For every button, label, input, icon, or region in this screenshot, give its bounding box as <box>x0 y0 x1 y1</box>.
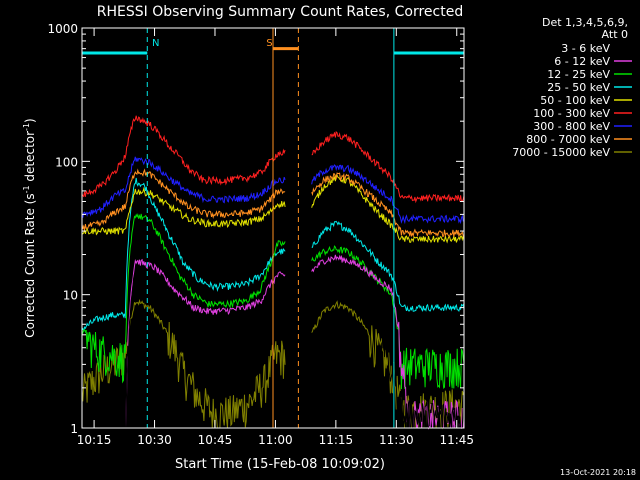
legend-entry-label: 800 - 7000 keV <box>526 133 610 146</box>
x-tick-label: 11:15 <box>319 433 354 447</box>
plot-frame <box>81 27 465 429</box>
legend-entry-label: 3 - 6 keV <box>561 42 610 55</box>
x-tick-label: 11:00 <box>258 433 293 447</box>
y-tick-label: 100 <box>55 155 78 169</box>
legend-entry-label: 25 - 50 keV <box>547 81 610 94</box>
timestamp-footer: 13-Oct-2021 20:18 <box>560 468 636 477</box>
legend-subheader: Att 0 <box>602 28 628 41</box>
series-line <box>81 168 465 238</box>
x-tick-label: 11:30 <box>379 433 414 447</box>
legend-entry-label: 50 - 100 keV <box>540 94 610 107</box>
legend-entry-label: 100 - 300 keV <box>533 107 610 120</box>
x-tick-label: 10:15 <box>77 433 112 447</box>
x-tick-label: 10:45 <box>198 433 233 447</box>
x-axis-label: Start Time (15-Feb-08 10:09:02) <box>175 457 385 472</box>
flag-label: N <box>152 38 159 49</box>
y-axis-label: Corrected Count Rate (s-1 detector-1) <box>22 118 37 337</box>
legend-header: Det 1,3,4,5,6,9, <box>542 16 628 29</box>
legend-entry-label: 6 - 12 keV <box>554 55 610 68</box>
y-tick-label: 1 <box>70 422 78 436</box>
series-line <box>125 254 464 430</box>
x-tick-label: 10:30 <box>137 433 172 447</box>
series-line <box>81 177 465 333</box>
series-line <box>125 267 465 429</box>
x-tick-label: 11:45 <box>439 433 474 447</box>
series-line <box>81 156 465 225</box>
y-tick-label: 10 <box>63 289 78 303</box>
chart-title: RHESSI Observing Summary Count Rates, Co… <box>97 4 463 20</box>
flag-label: S <box>266 38 272 49</box>
legend-entry-label: 12 - 25 keV <box>547 68 610 81</box>
legend-entry-label: 300 - 800 keV <box>533 120 610 133</box>
series-line <box>81 115 465 204</box>
y-tick-label: 1000 <box>47 22 78 36</box>
legend-entry-label: 7000 - 15000 keV <box>512 146 610 159</box>
